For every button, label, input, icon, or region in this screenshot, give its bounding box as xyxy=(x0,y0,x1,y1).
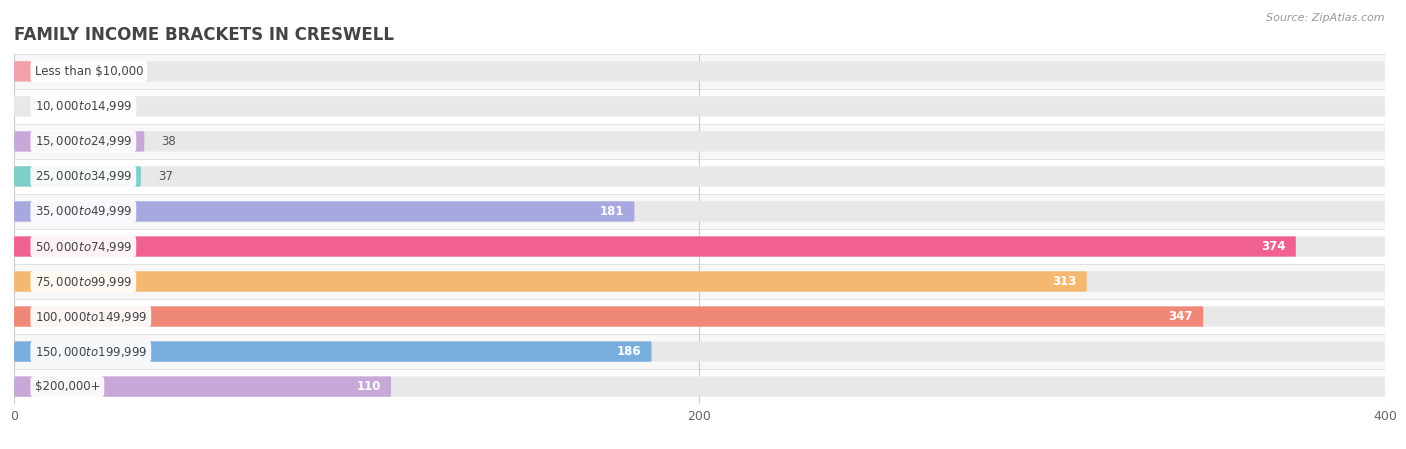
Text: 374: 374 xyxy=(1261,240,1285,253)
Text: Source: ZipAtlas.com: Source: ZipAtlas.com xyxy=(1267,13,1385,23)
Text: Less than $10,000: Less than $10,000 xyxy=(35,65,143,78)
FancyBboxPatch shape xyxy=(14,201,1385,222)
FancyBboxPatch shape xyxy=(14,306,1204,327)
FancyBboxPatch shape xyxy=(14,306,1385,327)
FancyBboxPatch shape xyxy=(14,96,1385,117)
Bar xyxy=(14,369,1385,404)
Text: 38: 38 xyxy=(162,135,176,148)
Bar xyxy=(14,334,1385,369)
Bar xyxy=(14,264,1385,299)
Bar xyxy=(14,54,1385,89)
FancyBboxPatch shape xyxy=(14,166,141,187)
FancyBboxPatch shape xyxy=(14,61,1385,82)
FancyBboxPatch shape xyxy=(14,201,634,222)
Bar xyxy=(14,124,1385,159)
Text: $150,000 to $199,999: $150,000 to $199,999 xyxy=(35,344,148,359)
Text: 0: 0 xyxy=(31,100,38,113)
FancyBboxPatch shape xyxy=(14,131,1385,152)
FancyBboxPatch shape xyxy=(14,341,1385,362)
Text: 110: 110 xyxy=(356,380,381,393)
FancyBboxPatch shape xyxy=(14,236,1296,257)
Text: 5: 5 xyxy=(48,65,56,78)
Text: 347: 347 xyxy=(1168,310,1192,323)
Text: $75,000 to $99,999: $75,000 to $99,999 xyxy=(35,274,132,289)
Bar xyxy=(14,89,1385,124)
Text: $25,000 to $34,999: $25,000 to $34,999 xyxy=(35,169,132,184)
Text: $50,000 to $74,999: $50,000 to $74,999 xyxy=(35,239,132,254)
FancyBboxPatch shape xyxy=(14,376,391,397)
Text: $100,000 to $149,999: $100,000 to $149,999 xyxy=(35,309,148,324)
FancyBboxPatch shape xyxy=(14,376,1385,397)
FancyBboxPatch shape xyxy=(14,61,31,82)
Text: $10,000 to $14,999: $10,000 to $14,999 xyxy=(35,99,132,114)
FancyBboxPatch shape xyxy=(14,271,1087,292)
Text: $15,000 to $24,999: $15,000 to $24,999 xyxy=(35,134,132,149)
Text: 37: 37 xyxy=(157,170,173,183)
Bar xyxy=(14,229,1385,264)
FancyBboxPatch shape xyxy=(14,271,1385,292)
FancyBboxPatch shape xyxy=(14,236,1385,257)
Text: 181: 181 xyxy=(599,205,624,218)
FancyBboxPatch shape xyxy=(14,131,145,152)
Text: 313: 313 xyxy=(1052,275,1077,288)
FancyBboxPatch shape xyxy=(14,166,1385,187)
Text: 186: 186 xyxy=(617,345,641,358)
Text: $35,000 to $49,999: $35,000 to $49,999 xyxy=(35,204,132,219)
Text: FAMILY INCOME BRACKETS IN CRESWELL: FAMILY INCOME BRACKETS IN CRESWELL xyxy=(14,26,394,44)
Text: $200,000+: $200,000+ xyxy=(35,380,100,393)
Bar xyxy=(14,159,1385,194)
Bar xyxy=(14,299,1385,334)
Bar xyxy=(14,194,1385,229)
FancyBboxPatch shape xyxy=(14,341,651,362)
